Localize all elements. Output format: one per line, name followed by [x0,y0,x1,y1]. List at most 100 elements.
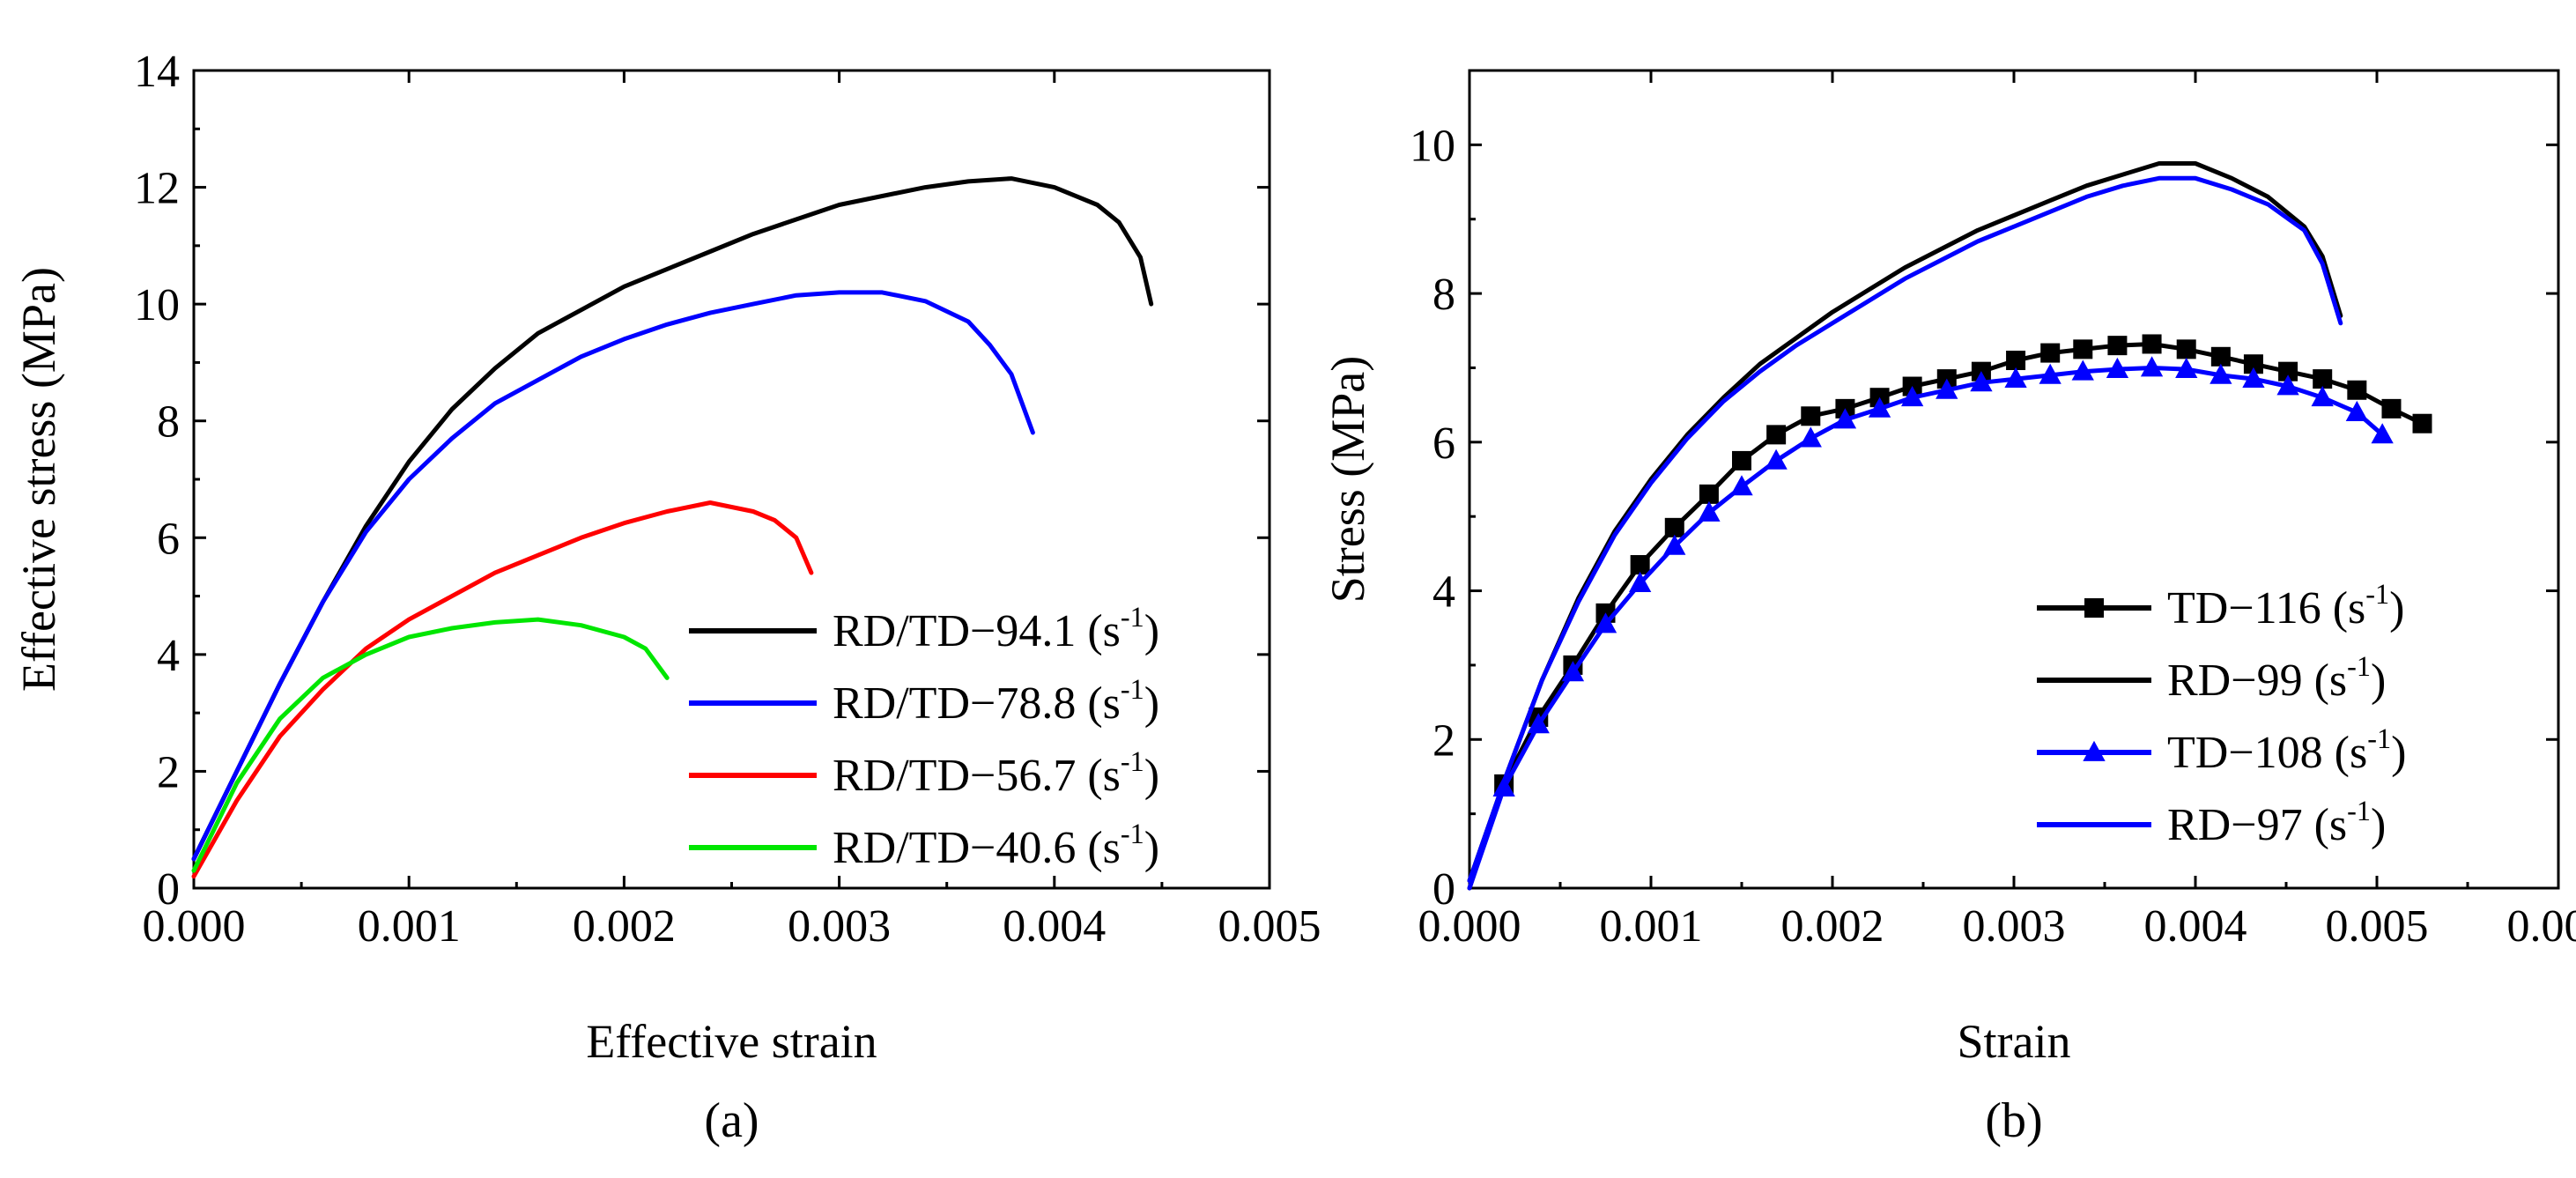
data-point-marker [1765,448,1788,470]
y-tick-label: 2 [157,747,180,797]
chart-panel-b: 0.000 0.001 0.002 0.003 0.004 0.005 0.006 0 2 4 6 8… [1321,69,2576,1148]
x-tick-label: 0.006 [2507,901,2576,952]
x-tick-label: 0.001 [1600,901,1703,952]
legend-marker [2084,598,2104,618]
y-tick-label: 0 [157,864,180,915]
legend-unit-close: ) [1144,823,1159,873]
data-point-marker [1868,396,1891,418]
legend-label: RD/TD−78.8 (s-1) [833,673,1159,729]
legend-unit-exponent: -1 [2347,650,2371,682]
legend-unit-close: ) [2371,656,2386,706]
x-tick-label: 0.000 [143,901,246,952]
series-line [1467,175,2343,884]
data-point-marker [2040,343,2061,363]
legend-label: RD/TD−94.1 (s-1) [833,601,1159,656]
y-axis-label: Stress (MPa) [1321,356,1374,604]
legend-space [1076,606,1087,656]
legend-unit: (s [1087,678,1121,729]
legend-unit-exponent: -1 [1121,673,1144,705]
x-tick-label: 0.004 [2144,901,2247,952]
y-tick-label: 12 [134,164,180,214]
legend-name: RD/TD−78.8 [833,678,1076,729]
data-point-marker [1630,555,1650,575]
x-tick-label: 0.005 [2326,901,2429,952]
data-point-marker [1833,408,1857,429]
y-axis-label: Effective stress (MPa) [12,267,65,692]
legend-unit-close: ) [2391,728,2406,778]
y-tick-label: 8 [1432,270,1455,320]
legend-label: RD−99 (s-1) [2167,650,2386,706]
data-point-marker [1664,517,1684,537]
legend-label: RD−97 (s-1) [2167,795,2386,850]
y-tick-label: 6 [1432,419,1455,469]
legend-name: RD−97 [2167,800,2303,850]
data-point-marker [1936,378,1958,399]
data-point-marker [1663,534,1686,555]
data-point-marker [2004,367,2027,388]
data-point-marker [1629,571,1652,592]
data-point-marker [2073,339,2093,359]
data-point-marker [2347,380,2367,400]
data-point-marker [1732,450,1751,470]
legend-name: RD/TD−40.6 [833,823,1076,873]
legend-unit: (s [2314,800,2348,850]
legend-label: RD/TD−56.7 (s-1) [833,745,1159,801]
legend-label: TD−116 (s-1) [2167,578,2404,633]
legend-space [2323,728,2335,778]
data-point-marker [2176,339,2196,359]
x-tick-label: 0.001 [358,901,461,952]
legend-unit: (s [1087,823,1121,873]
legend-space [2303,656,2314,706]
series-line [191,500,814,879]
data-point-marker [1730,475,1753,496]
y-tick-label: 0 [1432,864,1455,915]
data-point-marker [2175,357,2198,378]
legend-unit-close: ) [1144,606,1159,656]
legend-unit: (s [2333,583,2366,633]
x-axis-label: Effective strain [586,1015,877,1068]
data-point-marker [1901,386,1924,407]
data-point-marker [2371,423,2394,444]
y-tick-label: 14 [134,47,180,97]
legend-name: RD−99 [2167,656,2303,706]
data-point-marker [1527,713,1550,734]
x-tick-label: 0.005 [1218,901,1321,952]
legend-unit: (s [1087,751,1121,801]
data-point-marker [2107,336,2128,356]
data-point-marker [2210,346,2231,367]
data-point-marker [2311,386,2334,407]
legend-label: RD/TD−40.6 (s-1) [833,818,1159,873]
legend-marker [2083,740,2106,761]
y-tick-label: 4 [1432,567,1455,618]
data-point-marker [1970,371,1993,392]
x-tick-label: 0.002 [573,901,676,952]
legend-space [1076,751,1087,801]
panel-label: (b) [1985,1093,2042,1148]
series-line [191,290,1035,862]
y-tick-label: 10 [1410,121,1455,171]
data-point-marker [1594,612,1617,633]
legend-unit: (s [1087,606,1121,656]
y-tick-label: 8 [157,397,180,448]
data-point-marker [2345,400,2368,421]
data-point-marker [1699,484,1719,504]
legend-name: RD/TD−56.7 [833,751,1076,801]
legend-space [2321,583,2333,633]
legend-space [1076,678,1087,729]
y-tick-label: 4 [157,631,180,681]
data-point-marker [1766,425,1787,445]
legend-name: TD−116 [2167,583,2321,633]
y-tick-label: 2 [1432,715,1455,766]
legend-unit-close: ) [2371,800,2386,850]
data-point-marker [2071,359,2094,381]
legend-unit: (s [2314,656,2348,706]
data-point-marker [2243,354,2263,374]
x-tick-label: 0.003 [1963,901,2066,952]
series-line [191,617,670,873]
panel-label: (a) [704,1093,759,1148]
data-point-marker [1799,426,1822,448]
legend-space [1076,823,1087,873]
data-point-marker [2106,357,2129,378]
data-point-marker [2142,334,2162,354]
